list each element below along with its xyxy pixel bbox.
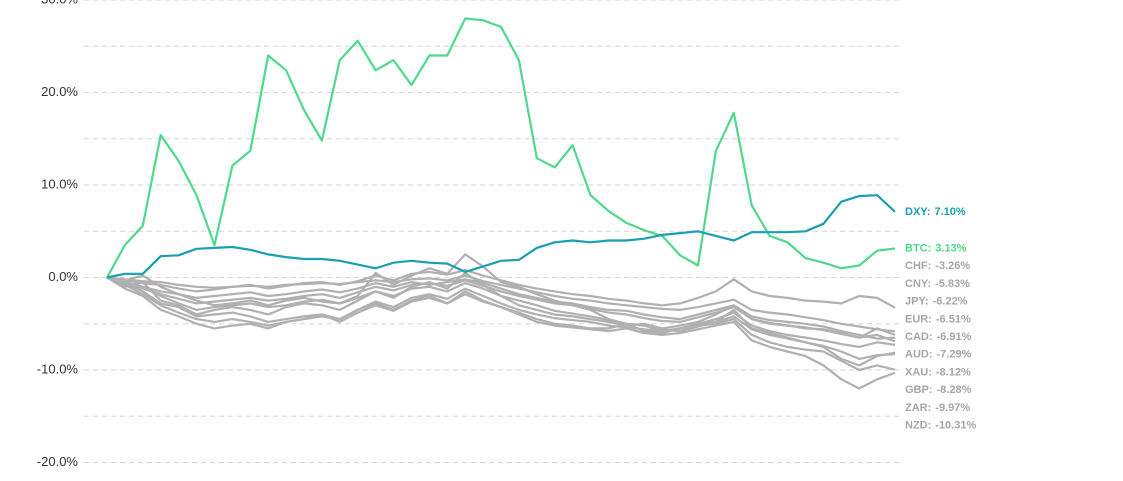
end-label: DXY: 7.10% [905,206,966,218]
y-tick-label: 30.0% [41,0,78,6]
end-label: GBP: -8.28% [905,384,972,396]
series-name: AUD: [905,349,933,361]
end-label: ZAR: -9.97% [905,402,970,414]
value-label: 7.10% [934,206,965,218]
y-tick-label: 0.0% [48,269,78,284]
series-line [106,276,896,372]
series-name: ZAR: [905,402,931,414]
value-label: -3.26% [935,260,970,272]
value-label: -6.91% [937,331,972,343]
value-label: -6.22% [933,296,968,308]
series-line [106,269,896,309]
series-name: GBP: [905,384,933,396]
end-label: BTC: 3.13% [905,242,967,254]
end-label: JPY: -6.22% [905,296,968,308]
value-label: -7.29% [937,349,972,361]
series-name: BTC: [905,242,931,254]
value-label: -10.31% [935,419,976,431]
end-label: NZD: -10.31% [905,419,976,431]
y-tick-label: -20.0% [37,454,79,469]
value-label: -8.12% [936,366,971,378]
y-tick-label: -10.0% [37,361,79,376]
series-name: EUR: [905,313,932,325]
end-label: CHF: -3.26% [905,260,970,272]
series-name: DXY: [905,206,930,218]
series-name: CNY: [905,278,931,290]
end-label: XAU: -8.12% [905,366,971,378]
series-line [106,271,896,339]
end-label: CNY: -5.83% [905,278,970,290]
series-line [106,276,896,348]
end-label: CAD: -6.91% [905,331,972,343]
value-label: 3.13% [935,242,966,254]
series-line [106,276,896,340]
series-name: XAU: [905,366,932,378]
y-tick-label: 10.0% [41,176,78,191]
end-label: AUD: -7.29% [905,349,972,361]
value-label: -6.51% [936,313,971,325]
series-line [106,253,896,367]
series-name: NZD: [905,419,931,431]
end-label: EUR: -6.51% [905,313,971,325]
value-label: -5.83% [935,278,970,290]
value-label: -9.97% [935,402,970,414]
series-name: CAD: [905,331,933,343]
value-label: -8.28% [937,384,972,396]
series-line [106,17,896,279]
series-line [106,194,896,279]
y-tick-label: 20.0% [41,84,78,99]
series-name: JPY: [905,296,929,308]
series-name: CHF: [905,260,931,272]
